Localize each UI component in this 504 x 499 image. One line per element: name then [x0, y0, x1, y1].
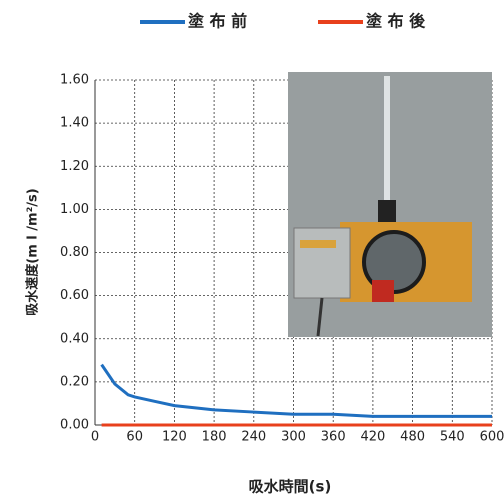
legend-label: 塗 布 前 [188, 12, 247, 31]
x-tick-label: 540 [440, 430, 465, 445]
y-axis-label: 吸水速度(m l /m²/s) [25, 188, 41, 315]
photo-inset [288, 72, 492, 337]
y-tick-label: 0.40 [60, 331, 89, 346]
x-tick-label: 420 [360, 430, 385, 445]
y-tick-label: 0.60 [60, 288, 89, 303]
y-tick-label: 1.20 [60, 159, 89, 174]
legend-label: 塗 布 後 [366, 12, 426, 31]
y-tick-label: 1.40 [60, 116, 89, 131]
x-tick-label: 480 [400, 430, 425, 445]
x-tick-label: 120 [162, 430, 187, 445]
x-tick-label: 240 [241, 430, 266, 445]
series-line [102, 365, 492, 417]
y-tick-label: 0.80 [60, 245, 89, 260]
y-tick-label: 0.20 [60, 374, 89, 389]
x-tick-label: 600 [480, 430, 504, 445]
x-tick-label: 0 [91, 430, 99, 445]
chart: 吸水時間(s) 吸水速度(m l /m²/s) 0.00 0.20 0.40 0.60… [0, 0, 504, 499]
x-tick-label: 180 [202, 430, 227, 445]
y-tick-label: 1.00 [60, 202, 89, 217]
y-tick-label: 1.60 [60, 73, 89, 88]
x-tick-label: 360 [321, 430, 346, 445]
y-tick-label: 0.00 [60, 418, 89, 433]
x-tick-label: 60 [126, 430, 143, 445]
x-axis-label: 吸水時間(s) [249, 478, 332, 496]
x-tick-label: 300 [281, 430, 306, 445]
